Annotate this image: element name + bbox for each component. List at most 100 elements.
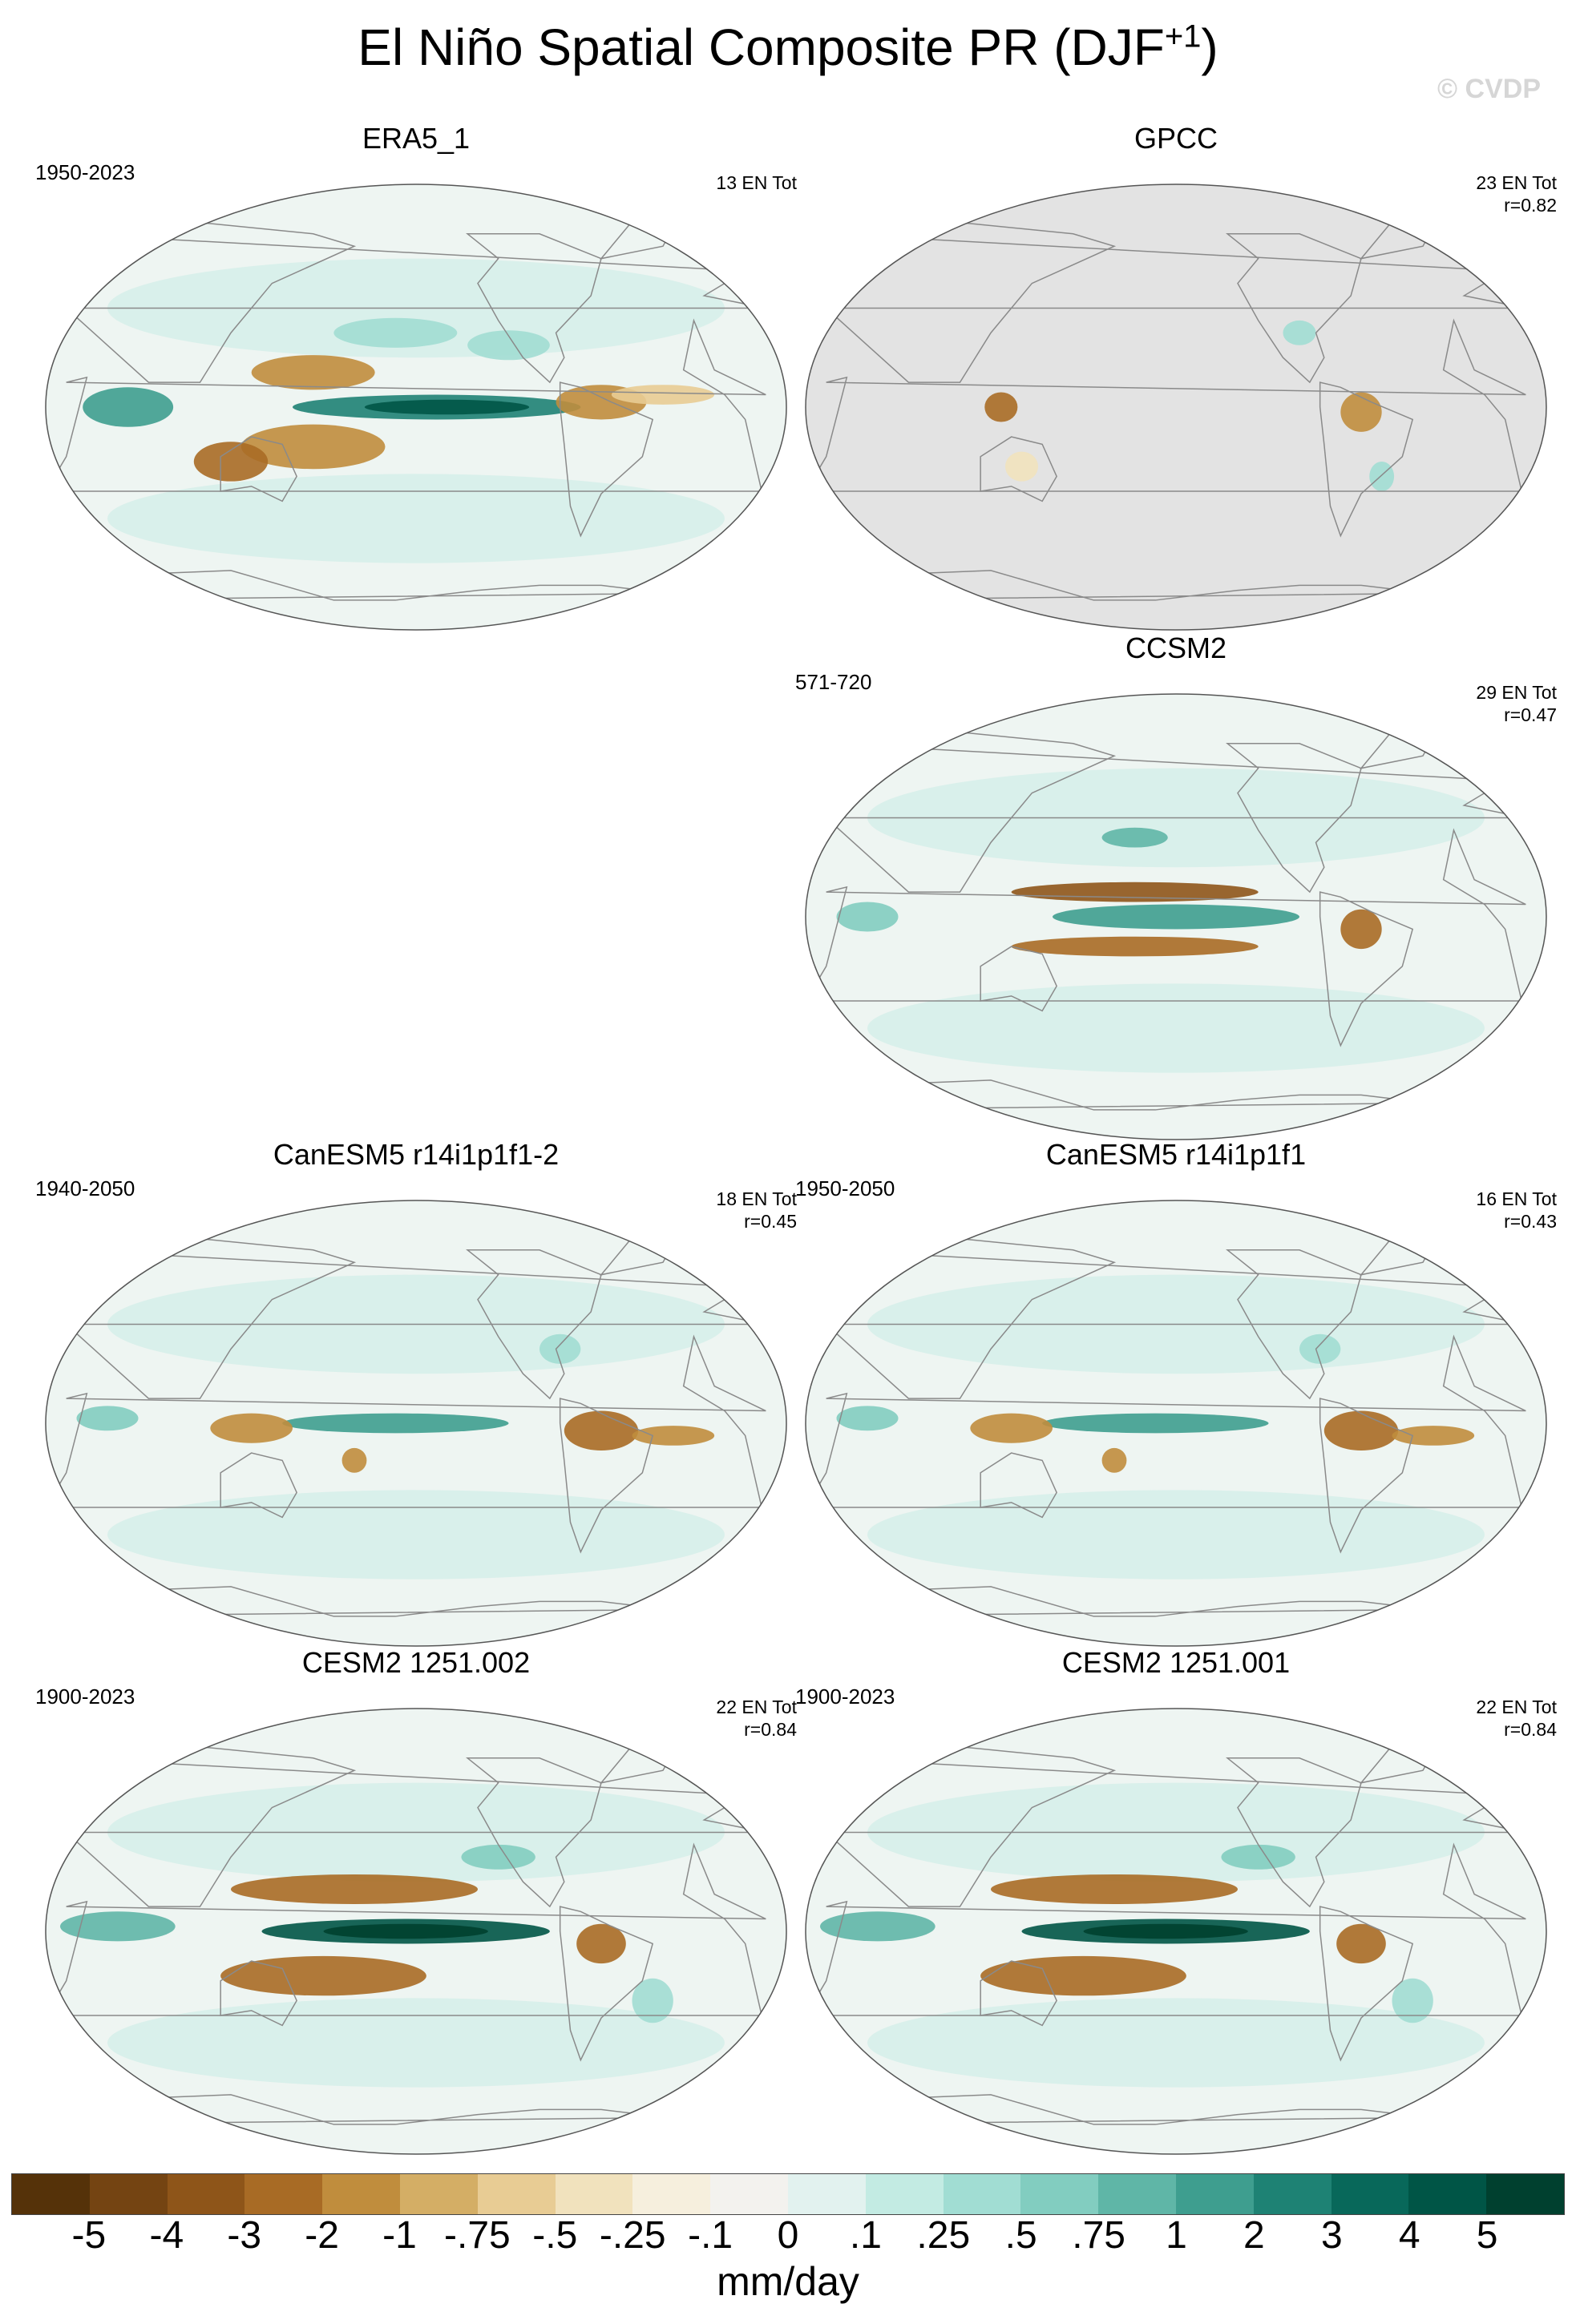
coastline bbox=[1226, 743, 1362, 894]
wet-band bbox=[1042, 1413, 1269, 1434]
colorbar-tick-label: -5 bbox=[71, 2214, 107, 2257]
amazon-dry bbox=[576, 1923, 626, 1964]
map-background bbox=[806, 184, 1546, 630]
panel-event-count: 23 EN Tot bbox=[1476, 172, 1557, 193]
panel-stats: 23 EN Tot r=0.82 bbox=[1476, 171, 1557, 216]
colorbar-swatch bbox=[1253, 2174, 1332, 2214]
southern-light-wet bbox=[867, 983, 1485, 1073]
map-panel-cesm2-002: CESM2 1251.002 1900-2023 22 EN Tot r=0.84 bbox=[35, 1646, 797, 2159]
figure-title-main: El Niño Spatial Composite PR (DJF bbox=[358, 18, 1165, 76]
colorbar-tick-label: -.25 bbox=[599, 2214, 666, 2257]
panel-correlation: r=0.84 bbox=[1504, 1719, 1557, 1740]
panel-event-count: 22 EN Tot bbox=[1476, 1697, 1557, 1717]
colorbar-tick-label: -.75 bbox=[444, 2214, 511, 2257]
panel-stats: 29 EN Tot r=0.47 bbox=[1476, 681, 1557, 726]
south-pacific-dry bbox=[1101, 1447, 1127, 1473]
panel-title: GPCC bbox=[1134, 122, 1218, 155]
map-outline bbox=[45, 184, 787, 631]
coastline bbox=[466, 1757, 602, 1908]
southern-light-wet bbox=[107, 1998, 725, 2088]
north-dry-band bbox=[991, 1874, 1238, 1905]
southeast-sa-wet bbox=[632, 1978, 673, 2023]
panel-correlation: r=0.43 bbox=[1504, 1211, 1557, 1232]
indian-ocean-wet bbox=[59, 1911, 176, 1942]
colorbar-swatch bbox=[787, 2174, 866, 2214]
amazon-dry bbox=[1340, 909, 1382, 950]
panel-event-count: 29 EN Tot bbox=[1476, 682, 1557, 703]
coastline bbox=[980, 1452, 1057, 1519]
south-pacific-dry bbox=[341, 1447, 367, 1473]
panel-period: 1900-2023 bbox=[35, 1684, 135, 1709]
panel-event-count: 16 EN Tot bbox=[1476, 1188, 1557, 1209]
panel-correlation: r=0.45 bbox=[744, 1211, 797, 1232]
atlantic-dry bbox=[611, 385, 715, 405]
south-dry-band bbox=[220, 1955, 426, 1996]
southern-light-wet bbox=[107, 1490, 725, 1580]
amazon-dry bbox=[1340, 392, 1382, 432]
coastline bbox=[559, 1398, 654, 1554]
panel-period: 1950-2050 bbox=[795, 1176, 895, 1200]
colorbar-swatch bbox=[322, 2174, 400, 2214]
coastline bbox=[1226, 1757, 1362, 1908]
north-pacific-wet bbox=[461, 1844, 535, 1870]
colorbar-tick-label: .75 bbox=[1072, 2214, 1125, 2257]
panel-title: ERA5_1 bbox=[362, 122, 471, 155]
map-panel-canesm5: CanESM5 r14i1p1f1 1950-2050 16 EN Tot r=0… bbox=[795, 1138, 1557, 1651]
coastline bbox=[1319, 381, 1414, 538]
colorbar-tick-label: 2 bbox=[1243, 2214, 1265, 2257]
composite-map bbox=[805, 1708, 1547, 2155]
map-outline bbox=[805, 693, 1547, 1140]
colorbar-tick-label: -.5 bbox=[532, 2214, 578, 2257]
composite-map bbox=[805, 184, 1547, 631]
coastline bbox=[466, 233, 602, 384]
composite-map bbox=[45, 184, 787, 631]
map-panel-canesm5-2: CanESM5 r14i1p1f1-2 1940-2050 18 EN Tot r… bbox=[35, 1138, 797, 1651]
colorbar-swatch bbox=[1175, 2174, 1254, 2214]
coastline bbox=[980, 1960, 1057, 2027]
maritime-dry bbox=[970, 1413, 1053, 1443]
colorbar-swatch bbox=[1486, 2174, 1564, 2214]
map-panel-cesm2-001: CESM2 1251.001 1900-2023 22 EN Tot r=0.84 bbox=[795, 1646, 1557, 2159]
southern-light-wet bbox=[107, 474, 725, 563]
indian-ocean-wet bbox=[819, 1911, 935, 1942]
colorbar-swatch bbox=[1331, 2174, 1409, 2214]
southeast-sa-wet bbox=[1392, 1978, 1433, 2023]
panel-period: 571-720 bbox=[795, 670, 872, 694]
australia-dry-light bbox=[1004, 451, 1039, 482]
coastline bbox=[980, 946, 1057, 1012]
wet-band-core bbox=[323, 1923, 488, 1939]
coastline bbox=[559, 381, 654, 538]
wet-band-core bbox=[364, 399, 530, 415]
australia-dry bbox=[193, 442, 269, 482]
panel-correlation: r=0.47 bbox=[1504, 704, 1557, 725]
colorbar-swatch bbox=[12, 2174, 90, 2214]
colorbar-swatch bbox=[167, 2174, 245, 2214]
coastline bbox=[1319, 891, 1414, 1047]
panel-event-count: 18 EN Tot bbox=[716, 1188, 797, 1209]
map-outline bbox=[805, 184, 1547, 631]
colorbar-tick-label: -3 bbox=[227, 2214, 262, 2257]
us-wet bbox=[1283, 320, 1316, 345]
colorbar-swatch bbox=[865, 2174, 944, 2214]
north-pacific-wet bbox=[333, 317, 458, 348]
south-dry-band bbox=[980, 1955, 1186, 1996]
north-pacific-wet bbox=[1221, 1844, 1295, 1870]
colorbar-tick-label: -1 bbox=[382, 2214, 417, 2257]
colorbar-tick-label: 5 bbox=[1476, 2214, 1498, 2257]
panel-title: CESM2 1251.002 bbox=[301, 1646, 531, 1679]
southern-light-wet bbox=[867, 1490, 1485, 1580]
composite-map bbox=[805, 1200, 1547, 1647]
coastline bbox=[220, 1452, 297, 1519]
composite-map bbox=[45, 1708, 787, 2155]
north-dry-band bbox=[231, 1874, 478, 1905]
figure-title-suffix: ) bbox=[1201, 18, 1218, 76]
composite-map bbox=[805, 693, 1547, 1140]
coastline bbox=[980, 436, 1057, 502]
colorbar-tick-label: 0 bbox=[777, 2214, 799, 2257]
coastline bbox=[220, 1960, 297, 2027]
panel-period: 1950-2023 bbox=[35, 160, 135, 184]
colorbar-tick-label: -.1 bbox=[688, 2214, 733, 2257]
colorbar-tick-labels: -5 -4 -3 -2 -1 -.75 -.5 -.25 -.1 0 .1 .25 .5 .75 1 2 3 4 5 bbox=[11, 2213, 1565, 2261]
mexico-wet bbox=[467, 330, 550, 361]
north-pacific-wet bbox=[1101, 827, 1168, 848]
